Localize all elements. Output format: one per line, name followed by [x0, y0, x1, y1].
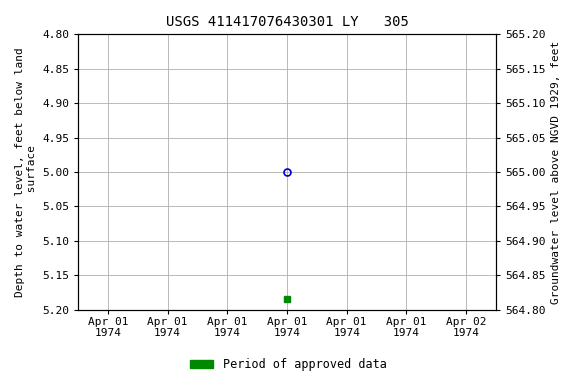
- Title: USGS 411417076430301 LY   305: USGS 411417076430301 LY 305: [166, 15, 408, 29]
- Y-axis label: Groundwater level above NGVD 1929, feet: Groundwater level above NGVD 1929, feet: [551, 40, 561, 304]
- Legend: Period of approved data: Period of approved data: [185, 354, 391, 376]
- Y-axis label: Depth to water level, feet below land
 surface: Depth to water level, feet below land su…: [15, 47, 37, 297]
